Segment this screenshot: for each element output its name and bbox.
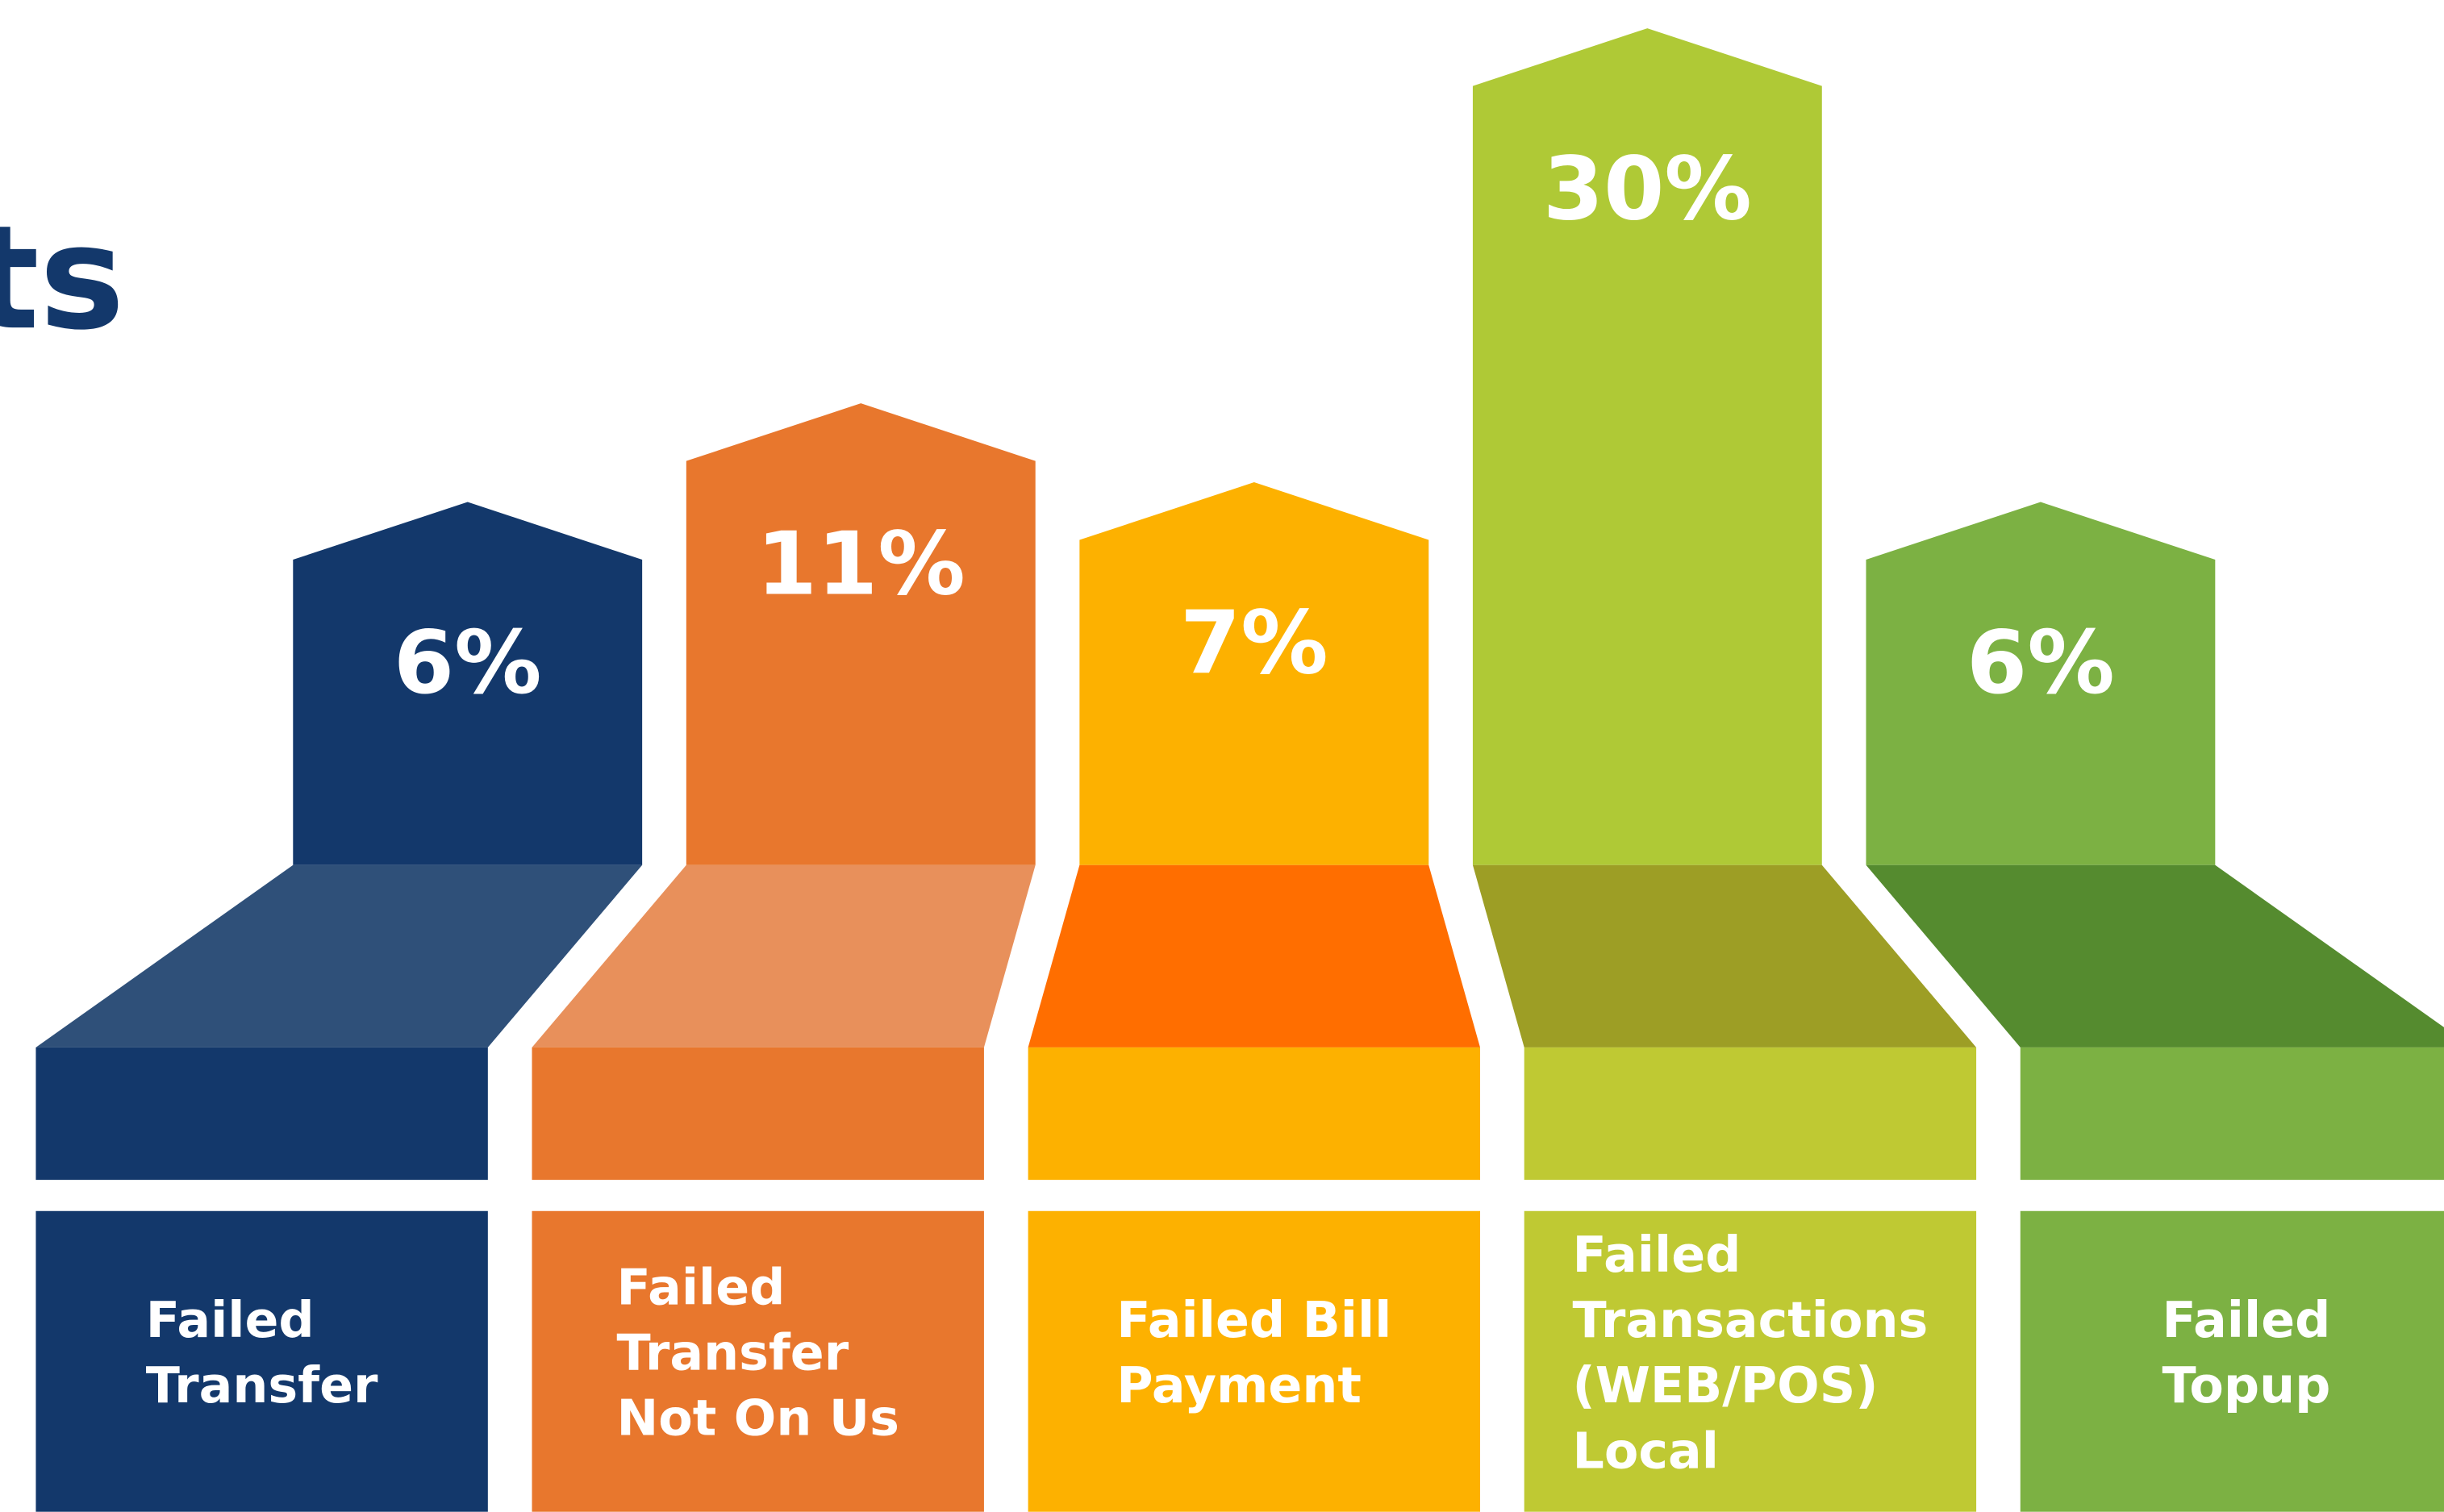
front-band xyxy=(35,1047,488,1181)
pillar xyxy=(686,403,1036,865)
category-line: Failed xyxy=(146,1291,315,1349)
category-line: Local xyxy=(1572,1422,1718,1480)
category-line: Topup xyxy=(2162,1356,2330,1414)
value-label: 6% xyxy=(394,612,542,714)
platform xyxy=(1028,864,1481,1048)
platform xyxy=(532,864,1036,1048)
platform xyxy=(1866,864,2444,1048)
category-line: Not On Us xyxy=(617,1389,899,1447)
value-label: 6% xyxy=(1966,612,2115,714)
pillar xyxy=(293,502,643,865)
front-band xyxy=(1028,1047,1481,1181)
pillar xyxy=(1079,482,1429,865)
value-label: 30% xyxy=(1543,139,1752,240)
category-line: Transfer xyxy=(146,1356,378,1414)
value-label: 7% xyxy=(1180,593,1328,694)
label-box xyxy=(1028,1210,1481,1512)
category-line: Failed xyxy=(2162,1291,2330,1349)
category-line: Transfer xyxy=(617,1324,849,1382)
platform xyxy=(1472,864,1977,1048)
pillar xyxy=(1866,502,2216,865)
category-line: Failed xyxy=(1572,1226,1741,1284)
category-line: Failed Bill xyxy=(1116,1291,1391,1349)
category-label: Failed Topup xyxy=(2162,1291,2330,1414)
category-label: Failed Transactions (WEB/POS) Local xyxy=(1572,1226,1928,1480)
platform xyxy=(35,864,643,1048)
category-line: Payment xyxy=(1116,1356,1362,1414)
front-band xyxy=(1524,1047,1977,1181)
category-label: Failed Transfer Not On Us xyxy=(617,1258,899,1447)
category-line: (WEB/POS) xyxy=(1572,1356,1878,1414)
label-box xyxy=(1524,1210,1977,1512)
category-line: Failed xyxy=(617,1258,786,1316)
label-box xyxy=(532,1210,984,1512)
pillar xyxy=(1472,28,1822,865)
front-band xyxy=(532,1047,984,1181)
category-label: Failed Transfer xyxy=(146,1291,378,1414)
value-label: 11% xyxy=(757,514,966,615)
category-line: Transactions xyxy=(1572,1291,1928,1349)
label-box xyxy=(35,1210,488,1512)
label-box xyxy=(2020,1210,2444,1512)
chart-title: ts xyxy=(0,194,125,361)
category-label: Failed Bill Payment xyxy=(1116,1291,1391,1414)
front-band xyxy=(2020,1047,2444,1181)
